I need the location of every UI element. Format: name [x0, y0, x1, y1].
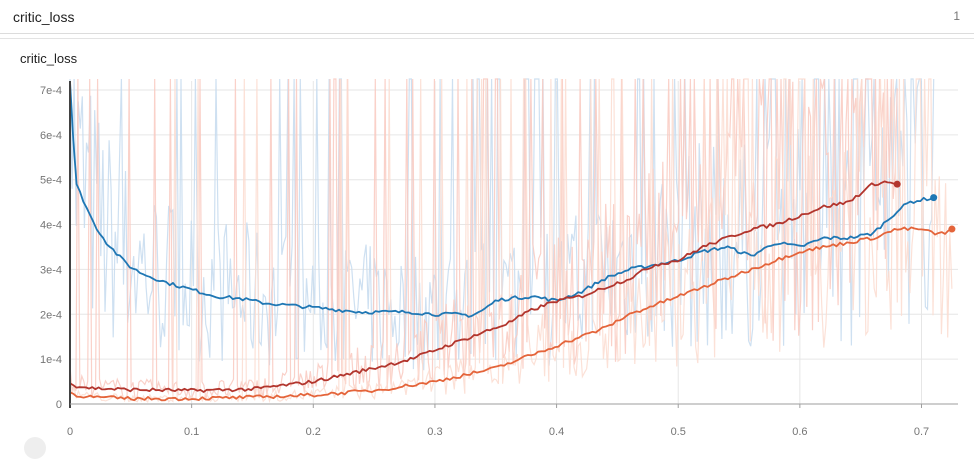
x-tick-label: 0.4: [549, 426, 564, 438]
series-end-point: [948, 225, 956, 233]
series-line: [69, 81, 935, 318]
y-tick-label: 2e-4: [40, 309, 62, 321]
x-tick-label: 0.3: [427, 426, 442, 438]
x-tick-label: 0: [67, 426, 73, 438]
critic-loss-chart[interactable]: 0 1e-4 2e-4 3e-4 4e-4 5e-4 6e-4 7e-4 0 0.1 0.2 0.3 0…: [0, 39, 974, 444]
x-tick-label: 0.2: [306, 426, 321, 438]
x-tick-label: 0.6: [792, 426, 807, 438]
series-end-point: [930, 194, 938, 202]
y-tick-label: 1e-4: [40, 354, 62, 366]
y-tick-label: 7e-4: [40, 85, 62, 97]
header-title: critic_loss: [13, 9, 75, 25]
x-tick-label: 0.5: [671, 426, 686, 438]
y-tick-label: 0: [56, 399, 62, 411]
y-tick-label: 4e-4: [40, 220, 62, 232]
raw-series-layer: [69, 78, 953, 404]
chart-card: 0 1e-4 2e-4 3e-4 4e-4 5e-4 6e-4 7e-4 0 0.1 0.2 0.3 0…: [0, 38, 974, 459]
smoothed-series-layer: [69, 81, 956, 402]
y-tick-label: 5e-4: [40, 175, 62, 187]
expand-button[interactable]: [24, 437, 46, 459]
chart-title: critic_loss: [20, 51, 78, 66]
x-tick-label: 0.7: [914, 426, 929, 438]
axis-layer: 0 1e-4 2e-4 3e-4 4e-4 5e-4 6e-4 7e-4 0 0.1 0.2 0.3 0…: [40, 81, 958, 438]
run-header: critic_loss 1: [0, 0, 974, 34]
x-tick-label: 0.1: [184, 426, 199, 438]
y-tick-label: 3e-4: [40, 264, 62, 276]
series-end-point: [893, 180, 901, 188]
chart-count-badge: 1: [953, 9, 960, 23]
raw-series-line: [69, 78, 953, 404]
series-line: [69, 180, 898, 393]
y-tick-label: 6e-4: [40, 130, 62, 142]
series-line: [69, 226, 953, 402]
